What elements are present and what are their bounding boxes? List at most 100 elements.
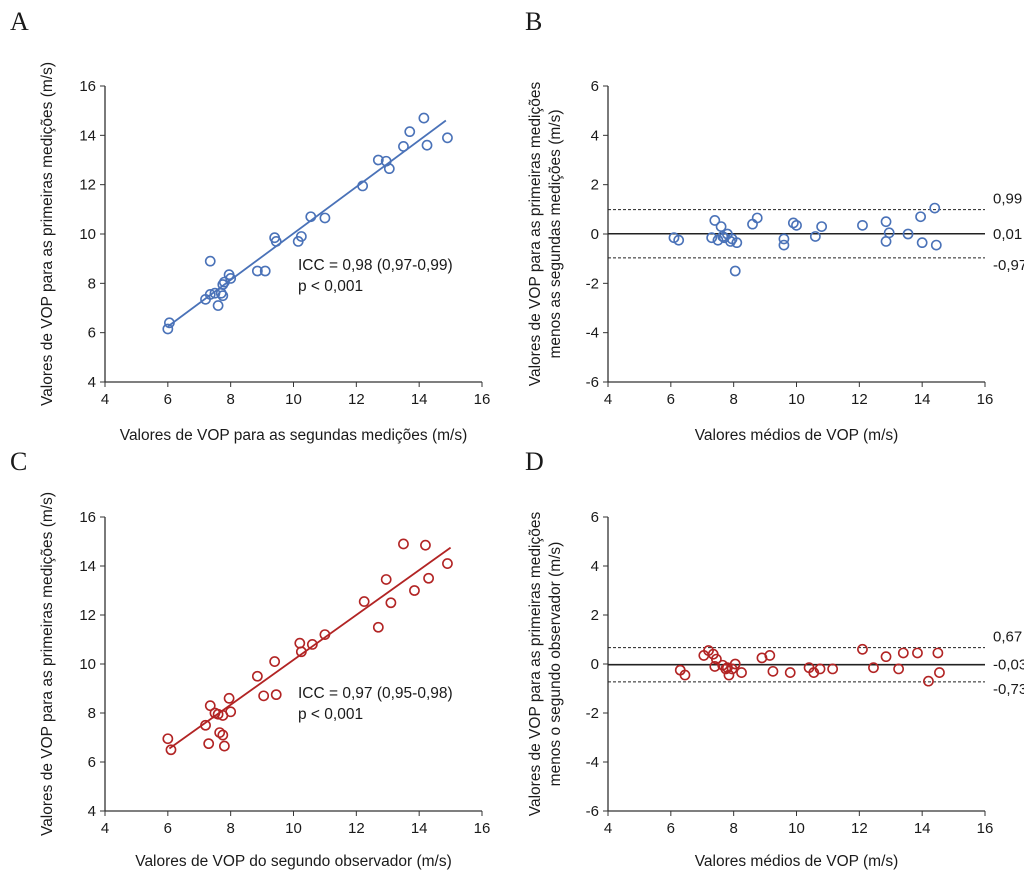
data-point (751, 212, 763, 224)
data-point (423, 572, 434, 584)
x-tick-label: 12 (348, 820, 365, 837)
y-tick-label: 12 (79, 177, 96, 194)
y-tick-label: 2 (591, 607, 599, 624)
x-axis-title: Valores de VOP para as segundas medições… (120, 427, 468, 444)
data-point (383, 163, 395, 175)
x-tick-label: 8 (729, 820, 737, 837)
y-tick-label: -6 (586, 803, 599, 820)
data-point (404, 126, 416, 138)
y-tick-label: 4 (88, 374, 96, 391)
data-point (857, 219, 868, 231)
limit-of-agreement-label: -0,97 (993, 257, 1024, 274)
y-tick-label: 6 (591, 78, 599, 95)
chart-panel-d: D 4 6 8 10 12 14 16 -6 -4 -2 0 2 4 6 Valores médios de … (525, 447, 1024, 870)
data-point (778, 233, 790, 245)
data-point (725, 235, 736, 247)
panel-letter: D (525, 447, 544, 476)
y-tick-label: 4 (591, 127, 599, 144)
x-tick-label: 10 (788, 820, 805, 837)
data-point (787, 217, 799, 229)
x-tick-label: 8 (729, 391, 737, 408)
data-point (929, 202, 941, 214)
y-tick-label: -2 (586, 275, 599, 292)
data-point (857, 643, 868, 655)
y-tick-label: 8 (88, 275, 96, 292)
mean-difference-label: 0,01 (993, 226, 1022, 243)
y-tick-label: 4 (88, 803, 96, 820)
data-point (225, 272, 237, 284)
y-tick-label: 12 (79, 607, 96, 624)
data-point (357, 180, 369, 192)
data-point (710, 653, 722, 665)
data-point (731, 237, 743, 249)
limit-of-agreement-label: -0,73 (993, 681, 1024, 698)
data-point (880, 216, 892, 228)
data-point (217, 279, 229, 290)
x-tick-label: 4 (101, 391, 109, 408)
data-point (251, 265, 263, 277)
data-point (902, 228, 914, 240)
y-tick-label: 4 (591, 558, 599, 575)
data-point (932, 647, 944, 659)
panel-letter: C (10, 447, 27, 476)
mean-difference-label: -0,03 (993, 657, 1024, 674)
data-point (251, 670, 263, 682)
x-tick-label: 12 (851, 391, 868, 408)
stat-annotation: ICC = 0,97 (0,95-0,98) (298, 685, 453, 702)
x-tick-label: 8 (226, 820, 234, 837)
data-point (729, 265, 741, 277)
data-point (778, 239, 790, 251)
data-point (162, 323, 174, 335)
data-point (897, 647, 909, 659)
data-point (319, 212, 331, 224)
data-point (217, 290, 229, 302)
x-axis-title: Valores de VOP do segundo observador (m/… (135, 853, 452, 870)
data-point (814, 663, 826, 675)
data-point (306, 639, 318, 650)
limit-of-agreement-label: 0,99 (993, 191, 1022, 208)
x-tick-label: 4 (101, 820, 109, 837)
data-point (442, 132, 453, 144)
stat-annotation: p < 0,001 (298, 278, 363, 295)
data-point (358, 596, 370, 607)
data-point (930, 239, 942, 251)
data-point (203, 738, 215, 750)
y-tick-label: 16 (79, 509, 96, 526)
y-axis-title: Valores de VOP para as primeiras mediçõe… (39, 492, 56, 836)
y-tick-label: 6 (88, 325, 96, 342)
panel-letter: B (525, 7, 542, 36)
data-point (258, 690, 270, 702)
data-point (380, 574, 392, 585)
y-tick-label: 0 (591, 656, 599, 673)
data-point (729, 658, 741, 670)
x-tick-label: 6 (667, 820, 675, 837)
data-point (385, 597, 397, 609)
x-tick-label: 10 (285, 820, 302, 837)
data-point (269, 656, 281, 667)
x-tick-label: 12 (851, 820, 868, 837)
data-point (305, 211, 317, 223)
data-point (784, 667, 796, 678)
data-point (217, 729, 229, 741)
data-point (319, 629, 331, 640)
y-axis-title: menos as segundas medições (m/s) (547, 110, 564, 359)
data-point (880, 235, 892, 247)
y-axis-title: Valores de VOP para as primeiras mediçõe… (39, 62, 56, 406)
data-point (398, 538, 409, 550)
y-axis-title: Valores de VOP para as primeiras mediçõe… (527, 512, 544, 817)
data-point (162, 733, 174, 745)
data-point (164, 317, 175, 329)
data-point (923, 675, 934, 687)
y-tick-label: -4 (586, 325, 599, 342)
y-tick-label: -4 (586, 754, 599, 771)
data-point (868, 662, 879, 674)
data-point (295, 646, 307, 658)
x-tick-label: 14 (411, 391, 428, 408)
data-point (720, 663, 732, 675)
data-point (420, 539, 431, 551)
data-point (767, 665, 779, 677)
y-tick-label: 2 (591, 177, 599, 194)
data-point (916, 237, 928, 249)
data-point (204, 700, 216, 712)
